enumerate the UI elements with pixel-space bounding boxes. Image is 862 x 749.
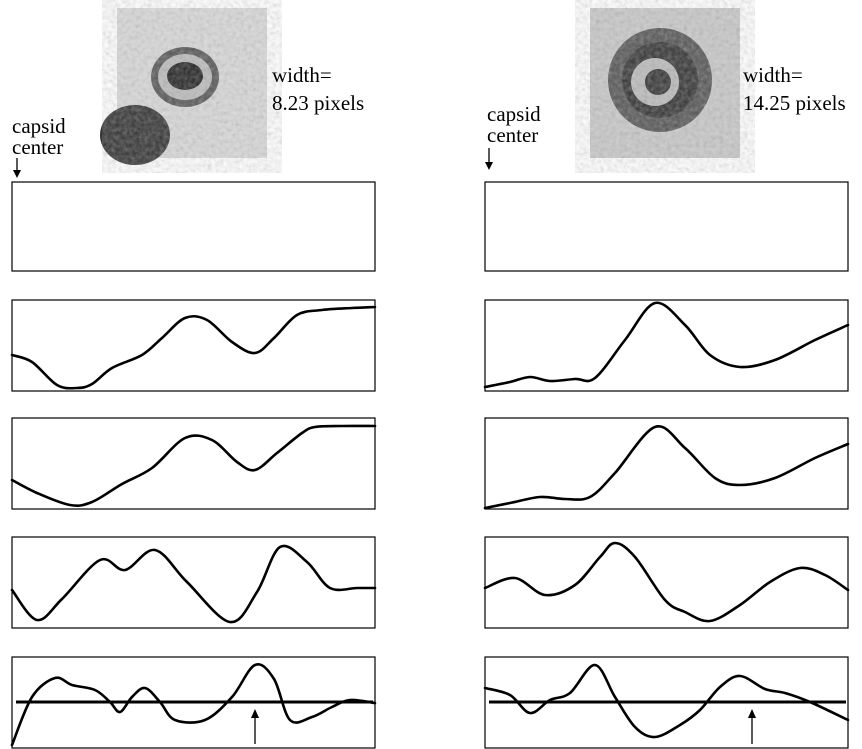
width-label: width=	[743, 63, 803, 87]
width-label: width=	[272, 63, 332, 87]
plot-frame	[11, 536, 376, 629]
profile-curve	[10, 663, 377, 747]
profile-curve	[483, 425, 850, 510]
center-label: capsid	[12, 114, 66, 138]
profile-curve	[10, 544, 377, 624]
plot-frame	[484, 656, 849, 749]
center-arrow	[13, 148, 493, 178]
marker-arrow	[251, 709, 756, 744]
micrograph-right	[590, 8, 740, 158]
profile-strip	[11, 181, 376, 272]
profile-curve	[483, 541, 850, 623]
micrograph-left	[100, 8, 267, 165]
profile-curve	[483, 301, 850, 389]
width-value: 8.23 pixels	[272, 91, 364, 115]
profile-curve	[10, 424, 377, 507]
center-label: center	[12, 135, 63, 159]
plot-frame	[484, 536, 849, 629]
plot-frame	[11, 299, 376, 392]
profile-curve	[483, 663, 850, 739]
profile-curve	[10, 305, 377, 390]
plot-frame	[11, 417, 376, 510]
plot-frame	[484, 417, 849, 510]
center-label: capsid	[487, 102, 541, 126]
center-label: center	[487, 123, 538, 147]
plot-frame	[484, 299, 849, 392]
profile-strip	[484, 181, 849, 272]
width-value: 14.25 pixels	[743, 91, 846, 115]
